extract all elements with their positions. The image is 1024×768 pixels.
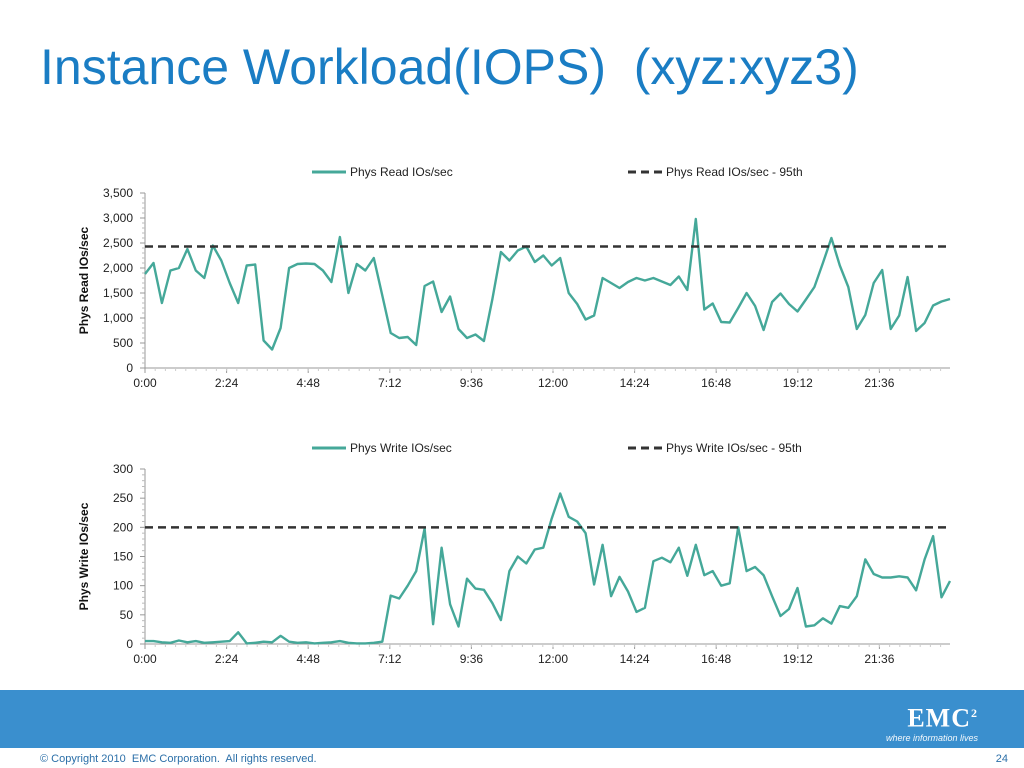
page-title: Instance Workload(IOPS) (xyz:xyz3) xyxy=(40,39,859,95)
y-tick-label: 250 xyxy=(113,491,133,505)
y-axis-title: Phys Read IOs/sec xyxy=(77,226,91,334)
x-tick-label: 16:48 xyxy=(701,652,731,666)
logo-text: EMC xyxy=(907,703,971,733)
series-line xyxy=(145,492,952,645)
legend-label: Phys Read IOs/sec xyxy=(350,165,453,179)
x-tick-label: 2:24 xyxy=(215,376,239,390)
y-tick-label: 3,500 xyxy=(103,186,133,200)
y-tick-label: 1,000 xyxy=(103,311,133,325)
y-tick-label: 500 xyxy=(113,336,133,350)
write-iops-chart: Phys Write IOs/sec Phys Write IOs/sec - 9… xyxy=(77,441,952,666)
copyright-text: © Copyright 2010 EMC Corporation. All ri… xyxy=(40,753,317,765)
y-tick-label: 100 xyxy=(113,579,133,593)
series-line xyxy=(144,217,951,351)
x-tick-label: 9:36 xyxy=(460,652,484,666)
x-tick-label: 4:48 xyxy=(297,652,321,666)
brand-band: EMC2 where information lives xyxy=(0,690,1024,748)
legend-label: Phys Write IOs/sec xyxy=(350,441,452,455)
x-tick-label: 14:24 xyxy=(620,376,650,390)
x-tick-label: 14:24 xyxy=(620,652,650,666)
legend-label: Phys Read IOs/sec - 95th xyxy=(666,165,803,179)
y-tick-label: 300 xyxy=(113,462,133,476)
x-tick-label: 9:36 xyxy=(460,376,484,390)
y-tick-label: 3,000 xyxy=(103,211,133,225)
logo-tagline: where information lives xyxy=(885,732,978,743)
logo-superscript: 2 xyxy=(971,706,978,720)
y-axis-title: Phys Write IOs/sec xyxy=(77,502,91,610)
emc-logo: EMC2 where information lives xyxy=(886,700,978,744)
y-tick-label: 2,000 xyxy=(103,261,133,275)
page-number: 24 xyxy=(995,753,1008,765)
x-tick-label: 7:12 xyxy=(378,652,402,666)
x-tick-label: 19:12 xyxy=(783,376,813,390)
x-tick-label: 21:36 xyxy=(864,652,894,666)
y-tick-label: 0 xyxy=(126,361,133,375)
y-tick-label: 1,500 xyxy=(103,286,133,300)
x-tick-label: 12:00 xyxy=(538,376,568,390)
read-iops-chart: Phys Read IOs/sec Phys Read IOs/sec - 95t… xyxy=(77,165,951,390)
legend-label: Phys Write IOs/sec - 95th xyxy=(666,441,802,455)
x-tick-label: 16:48 xyxy=(701,376,731,390)
y-tick-label: 2,500 xyxy=(103,236,133,250)
x-tick-label: 7:12 xyxy=(378,376,402,390)
y-tick-label: 200 xyxy=(113,520,133,534)
y-tick-label: 50 xyxy=(120,608,134,622)
x-tick-label: 21:36 xyxy=(864,376,894,390)
y-tick-label: 0 xyxy=(126,637,133,651)
y-tick-label: 150 xyxy=(113,550,133,564)
x-tick-label: 0:00 xyxy=(133,652,157,666)
x-tick-label: 0:00 xyxy=(133,376,157,390)
x-tick-label: 12:00 xyxy=(538,652,568,666)
x-tick-label: 2:24 xyxy=(215,652,239,666)
x-tick-label: 4:48 xyxy=(297,376,321,390)
x-tick-label: 19:12 xyxy=(783,652,813,666)
